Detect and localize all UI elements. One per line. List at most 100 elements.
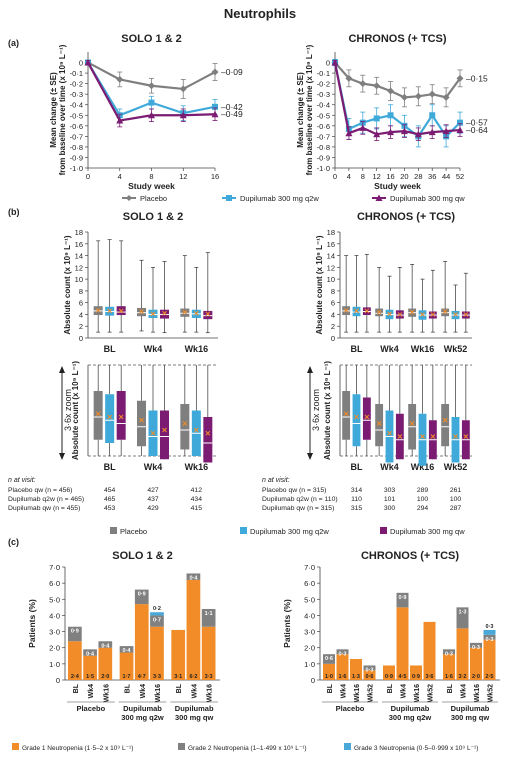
c-chronos-ytick-label: 5·0	[304, 595, 315, 604]
a-solo-ylabel-line2: from baseline over time (x 10⁹ L⁻¹)	[58, 44, 67, 175]
b-chronos-zoom-mean-marker	[364, 414, 370, 420]
legend-a-marker	[126, 195, 132, 201]
n-row-label-solo: Placebo qw (n = 456)	[8, 487, 72, 494]
n-row-value-solo: 434	[191, 496, 203, 503]
c-solo-bar-grade2	[134, 589, 149, 605]
b-chronos-top-ytick-label: 18	[327, 228, 335, 237]
c-chronos-ylabel: Patients (%)	[282, 599, 292, 648]
c-chronos-bar-label-grade1: 4·5	[399, 674, 407, 680]
c-chronos-ytick-label: 1·0	[304, 660, 315, 669]
a-chronos-point	[457, 119, 463, 126]
b-solo-zoom-ylabel: Absolute count (x 10⁹ L⁻¹)	[71, 361, 80, 460]
a-solo-ytick-label: -0·6	[70, 122, 83, 131]
c-solo-bar-label-grade1: 1·5	[86, 674, 94, 680]
a-chronos-point	[400, 127, 408, 135]
c-chronos-bar-label-grade2: 0·3	[445, 651, 453, 657]
zoom-arrow-solo-head-bottom	[59, 453, 65, 460]
c-solo-bar-xlabel: Wk4	[140, 684, 147, 699]
a-solo-point	[148, 99, 155, 106]
b-chronos-top-ytick-label: 0	[331, 334, 335, 343]
c-solo-bar-grade2	[83, 649, 97, 656]
c-chronos-bar-label-grade1: 2·0	[472, 674, 480, 680]
panel-label-c: (c)	[8, 537, 19, 547]
zoom-label: 3·6x zoom	[311, 389, 321, 431]
panel-label-a: (a)	[8, 38, 19, 48]
c-chronos-bar-label-grade1: 3·6	[426, 674, 434, 680]
c-solo-group-label: Placebo	[76, 704, 105, 713]
a-chronos-point	[414, 92, 422, 100]
b-chronos-zoom-mean-marker	[453, 434, 458, 439]
c-chronos-bar-label-grade2: 1·3	[459, 609, 467, 615]
c-solo-group-label: Dupilumab	[175, 704, 214, 713]
a-solo-end-label: –0·42	[221, 102, 243, 112]
a-chronos-point	[359, 124, 367, 131]
c-solo-bar-label-grade1: 3·3	[153, 674, 161, 680]
c-solo-bar-xlabel: BL	[125, 683, 132, 693]
b-solo-zoom-box	[180, 404, 190, 450]
a-chronos-ytick-label: 0	[326, 59, 330, 68]
a-chronos-point	[345, 74, 353, 82]
a-chronos-xlabel: Study week	[374, 181, 421, 191]
c-chronos-bar-label-grade2: 0·3	[472, 645, 480, 651]
a-chronos-point	[442, 127, 450, 135]
a-chronos-ylabel-line1: Mean change (± SE)	[296, 72, 305, 148]
c-solo-group-label: Dupilumab	[123, 704, 162, 713]
c-solo-bar-grade1	[201, 626, 216, 680]
c-solo-bar-label-grade2: 0·4	[86, 651, 95, 657]
b-solo-zoom-category-label: Wk4	[144, 462, 163, 472]
legend-c-label: Grade 2 Neutropenia (1–1·499 x 10⁹ L⁻¹)	[188, 745, 307, 752]
c-solo-bar-label-grade2: 1·1	[205, 611, 213, 617]
a-chronos-ytick-label: -0·1	[317, 69, 330, 78]
b-solo-top-category-label: Wk16	[185, 344, 209, 354]
c-chronos-bar-grade1	[470, 647, 482, 680]
c-chronos-bar-label-grade1: 1·3	[352, 674, 360, 680]
c-chronos-bar-grade2	[336, 649, 349, 655]
a-solo-point	[84, 59, 92, 66]
b-solo-zoom-mean-marker	[107, 414, 113, 420]
n-row-label-chronos: Dupilumab qw (n = 315)	[262, 505, 334, 512]
a-solo-ytick-label: -0·2	[70, 80, 83, 89]
n-row-value-solo: 453	[104, 505, 116, 512]
a-chronos-end-label: –0·64	[466, 125, 488, 135]
a-chronos-point	[359, 80, 367, 88]
a-chronos-xtick-label: 12	[372, 172, 380, 181]
n-row-value-chronos: 315	[351, 505, 363, 512]
b-solo-top-mean-marker	[193, 310, 199, 316]
b-chronos-zoom-mean-marker	[420, 434, 425, 439]
a-chronos-line-1	[333, 62, 461, 139]
c-solo-bar-xlabel: Wk4	[191, 684, 198, 699]
c-chronos-bar-label-grade2: 0·3	[486, 637, 494, 643]
b-solo-zoom-box	[203, 417, 213, 463]
legend-c-swatch	[12, 743, 19, 750]
b-solo-top-ytick-label: 2	[79, 322, 83, 331]
a-solo-ytick-label: -0·1	[70, 69, 83, 78]
a-chronos-point	[387, 128, 395, 136]
c-chronos-bar-xlabel: Wk52	[368, 684, 375, 702]
a-chronos-point	[400, 93, 408, 101]
b-chronos-top-ylabel: Absolute count (x 10⁹ L⁻¹)	[315, 235, 324, 334]
b-chronos-zoom-category-label: Wk4	[380, 462, 399, 472]
c-chronos-bar-grade2	[456, 607, 469, 629]
n-row-value-chronos: 289	[417, 487, 429, 494]
a-chronos-xtick-label: 44	[442, 172, 450, 181]
a-chronos-ytick-label: -0·6	[317, 122, 330, 131]
zoom-arrow-chronos-head-bottom	[307, 453, 313, 460]
b-solo-zoom-category-label: BL	[104, 462, 116, 472]
c-chronos-bar-xlabel: Wk16	[354, 684, 361, 702]
b-solo-top-mean-marker	[95, 307, 101, 313]
n-row-label-chronos: Dupilumab q2w (n = 110)	[262, 496, 338, 503]
b-chronos-zoom-mean-marker	[409, 421, 415, 426]
c-chronos-bar-xlabel: Wk16	[414, 684, 421, 702]
b-chronos-zoom-mean-marker	[463, 434, 469, 439]
legend-b-label: Placebo	[120, 527, 147, 536]
c-chronos-group-label: Dupilumab	[451, 704, 490, 713]
a-chronos-ylabel-line2: from baseline over time (x 10⁹ L⁻¹)	[305, 44, 314, 175]
panel-label-b: (b)	[8, 207, 20, 217]
c-solo-ytick-label: 3·0	[49, 628, 60, 637]
a-chronos-xtick-label: 8	[361, 172, 365, 181]
b-solo-zoom-mean-marker	[118, 414, 124, 420]
c-chronos-bar-label-grade1: 1·0	[325, 674, 333, 680]
b-solo-top-mean-marker	[139, 309, 144, 314]
